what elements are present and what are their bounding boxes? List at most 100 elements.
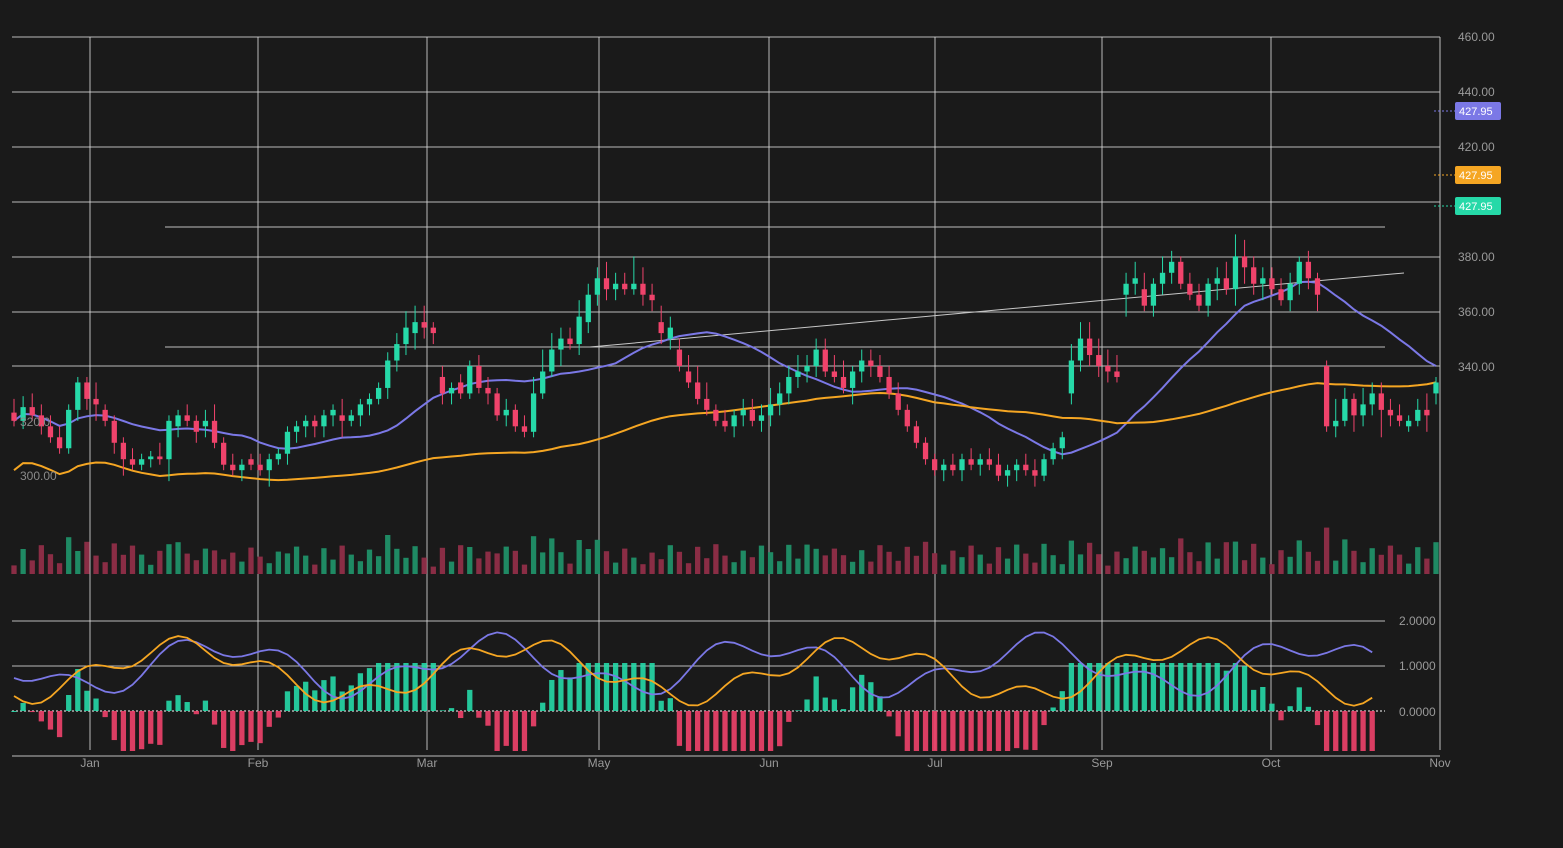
candle-body [175,415,181,427]
inline-price-label: 320.0 [20,415,50,429]
osc-bar [93,698,99,711]
volume-bar [840,555,847,574]
candle-body [111,420,117,443]
volume-bar [275,551,281,574]
volume-bar [521,564,528,574]
x-tick-label: May [588,756,611,770]
osc-bar [1014,711,1020,749]
osc-bar [221,711,227,748]
trend-line [589,272,1405,348]
candle-body [1178,261,1184,284]
osc-bar [804,699,810,711]
y-tick-label: 340.00 [1458,360,1495,374]
volume-bar [877,545,883,574]
candle-body [1077,338,1084,361]
candle-body [813,349,819,366]
osc-bar [758,711,765,751]
volume-bar [1114,551,1120,574]
volume-bar [458,545,464,574]
volume-bar [603,551,610,574]
osc-bar [1287,706,1293,711]
osc-tick-label: 1.0000 [1399,659,1436,673]
candle-body [995,464,1002,476]
osc-bar [1323,711,1330,751]
candle-body [38,415,44,427]
volume-bar [1023,553,1029,574]
candle-body [503,409,509,416]
osc-bar [321,680,327,711]
volume-bar [640,564,646,574]
osc-bar [375,663,382,711]
osc-bar [1223,670,1229,711]
volume-bar [1196,561,1202,574]
volume-bar [321,548,327,574]
osc-bar [1059,691,1065,711]
volume-bar [412,546,418,574]
volume-bar [1296,540,1302,574]
osc-bar [20,703,26,711]
candle-body [877,366,883,377]
volume-bar [330,559,336,574]
candle-body [640,283,646,295]
candle-body [330,409,336,416]
candle-body [1424,409,1430,416]
volume-bar [594,539,601,574]
osc-bar [467,689,473,711]
osc-bar [129,711,136,751]
candle-body [1287,283,1293,301]
volume-bar [1004,558,1011,574]
candle-body [631,283,637,290]
candle-body [804,366,810,372]
x-tick-label: Oct [1262,756,1281,770]
osc-bar [230,711,236,751]
osc-bar [594,663,601,711]
candle-body [649,294,655,301]
volume-bar [102,562,108,574]
volume-bar [1123,558,1129,574]
osc-tick-label: 0.0000 [1399,705,1436,719]
osc-bar [1232,663,1239,711]
volume-bar [375,556,382,574]
osc-bar [494,711,500,751]
candle-body [1251,267,1257,284]
osc-bar [1205,663,1211,711]
volume-bar [148,564,154,574]
osc-bar [549,679,555,711]
candle-body [904,409,910,427]
volume-bar [120,554,127,574]
candle-body [1196,294,1202,306]
volume-bar [530,536,537,574]
osc-bar [540,702,546,711]
candle-body [822,349,828,372]
volume-bar [1187,552,1193,574]
volume-bar [29,560,35,574]
volume-bar [230,552,236,574]
volume-bar [1378,554,1384,574]
volume-bar [157,550,163,574]
volume-bar [266,563,272,574]
candle-body [75,382,81,410]
osc-bar [859,674,865,711]
volume-bar [1214,558,1220,574]
volume-bar [439,547,446,574]
osc-bar [293,685,300,711]
volume-bar [366,549,373,574]
osc-bar [29,711,35,713]
candle-body [530,393,537,432]
candle-body [1096,355,1102,366]
candle-body [1214,278,1220,284]
candle-body [430,327,436,334]
osc-bar [521,711,528,751]
osc-bar [849,687,856,711]
candle-body [166,420,172,460]
volume-bar [767,552,774,574]
volume-bar [56,563,63,574]
osc-bar [1041,711,1047,726]
osc-bar [512,711,518,751]
volume-bar [47,554,54,574]
price-tag-label: 427.95 [1459,106,1493,118]
price-tag-bg [1455,197,1501,215]
volume-bar [248,547,254,574]
candle-body [357,404,364,416]
osc-bar [1068,663,1075,711]
